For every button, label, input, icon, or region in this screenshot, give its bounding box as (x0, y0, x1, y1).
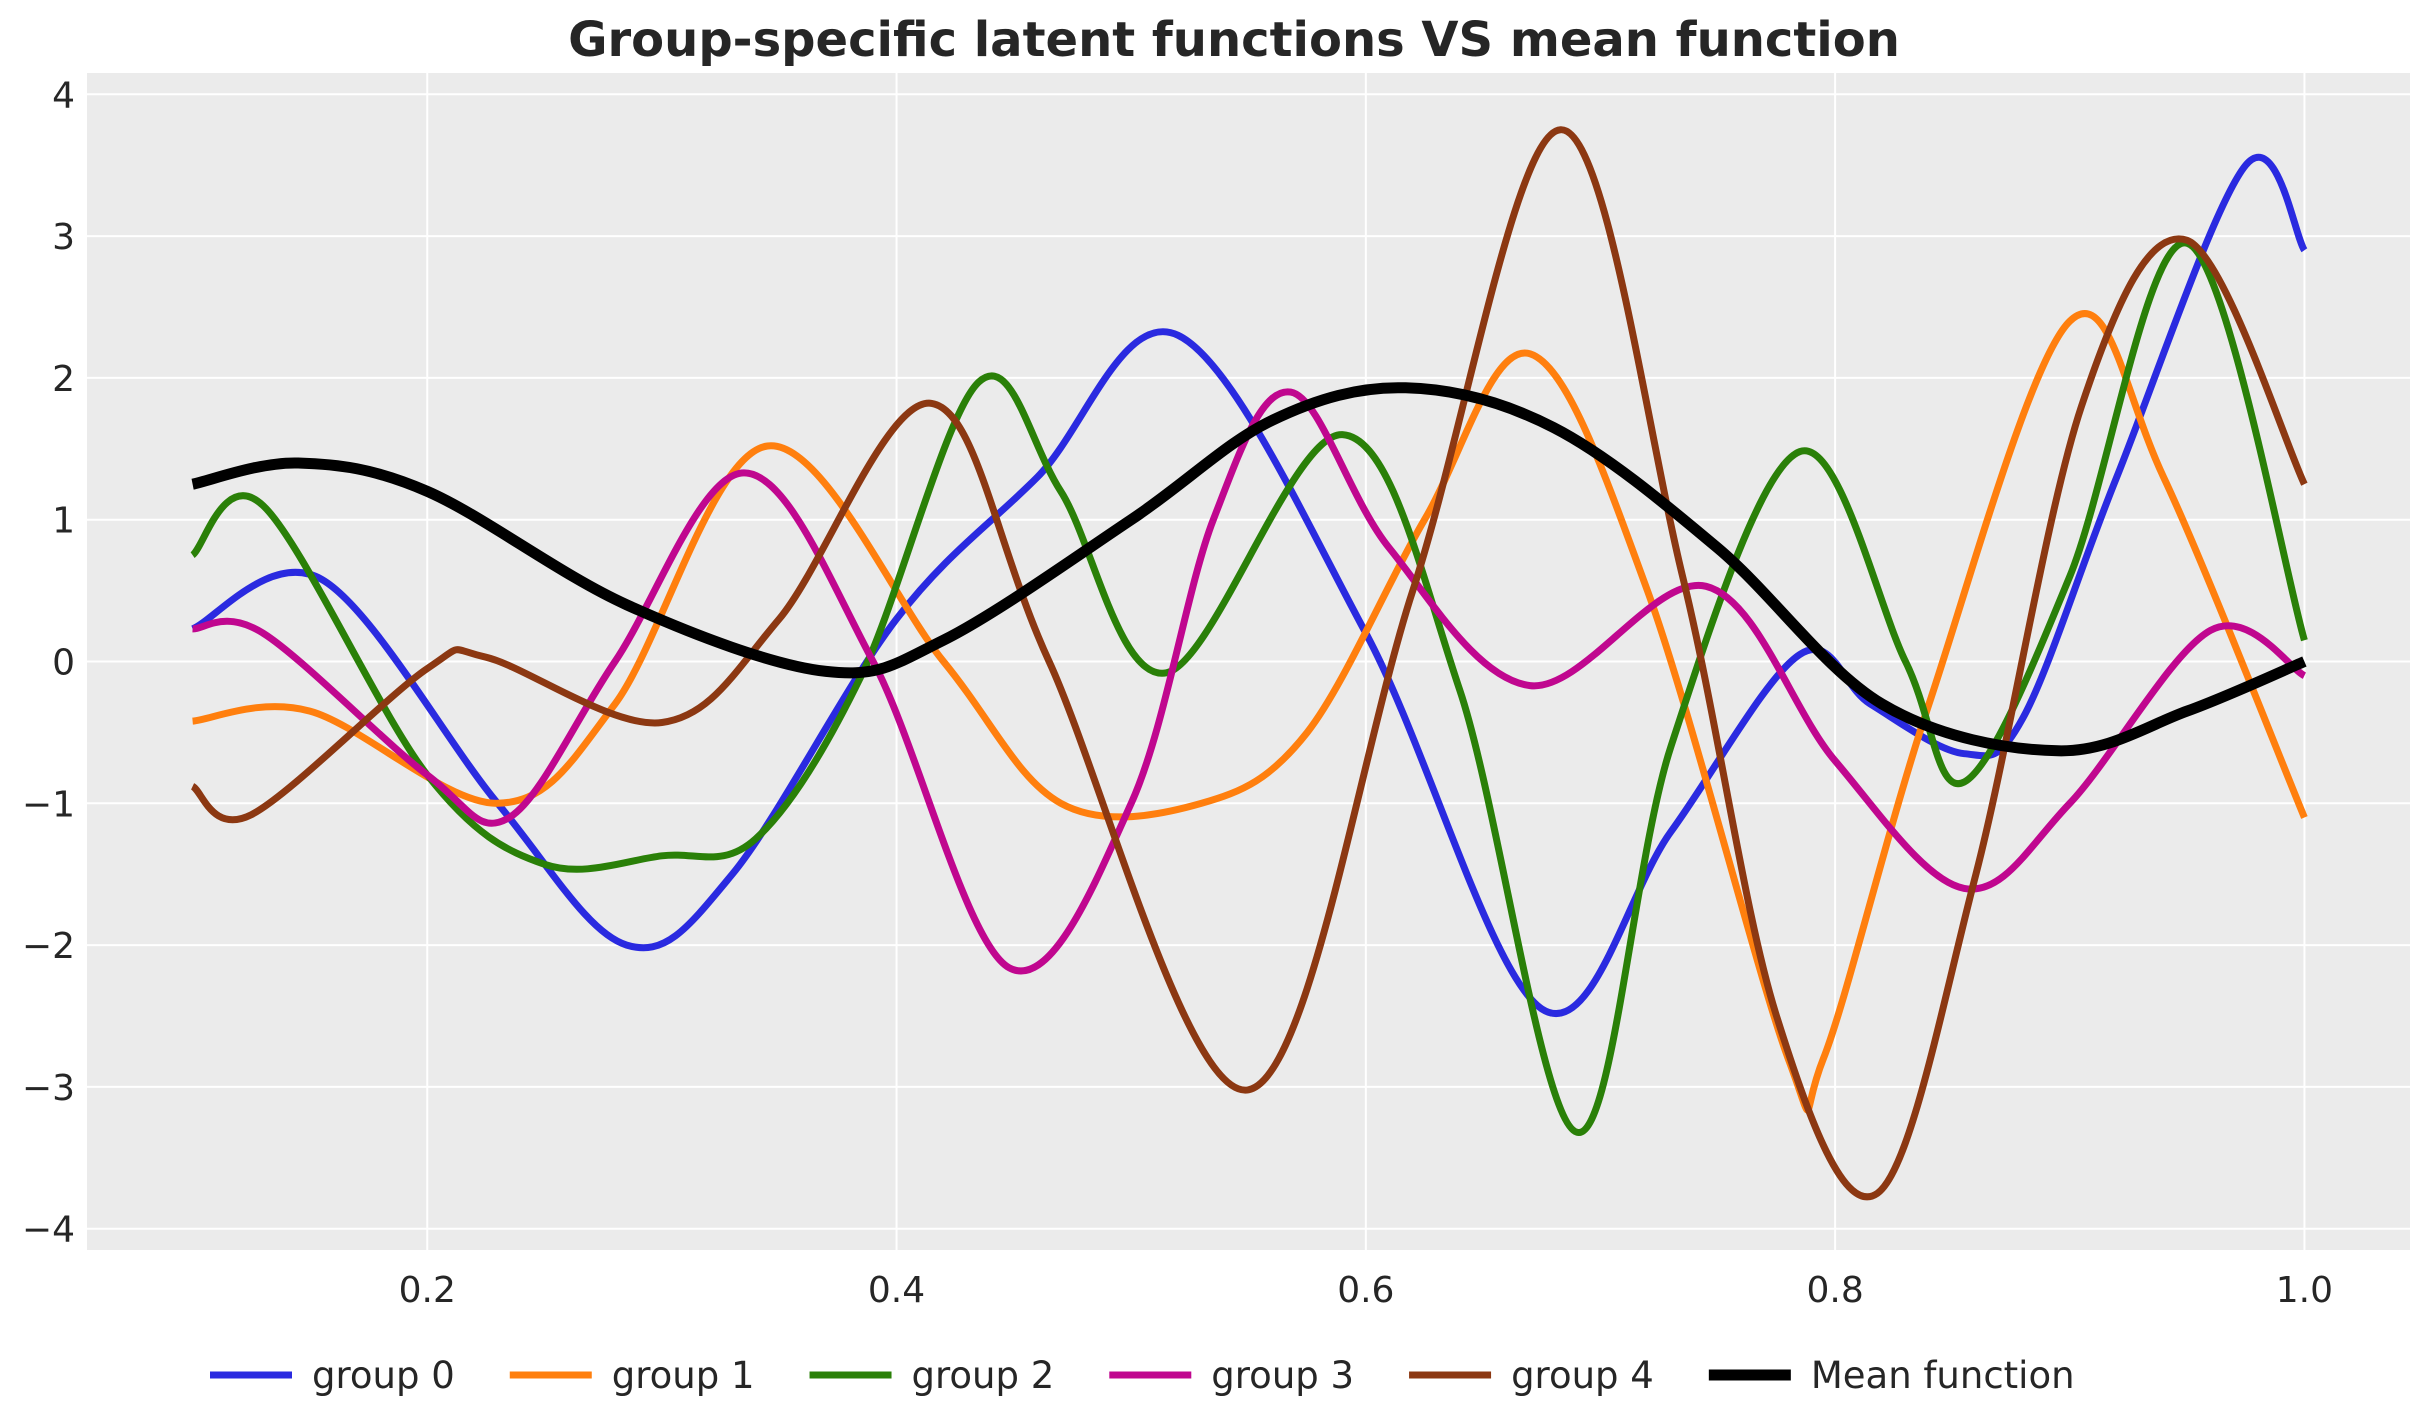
x-tick-label: 0.4 (868, 1270, 925, 1311)
legend-item-group-4: group 4 (1409, 1354, 1654, 1397)
x-axis-ticks: 0.2 0.4 0.6 0.8 1.0 (399, 1270, 2333, 1311)
legend-item-mean-function: Mean function (1708, 1354, 2075, 1397)
y-tick-label: 2 (52, 359, 75, 400)
y-tick-label: 0 (52, 643, 75, 684)
series-line-group-2 (190, 239, 2308, 1136)
legend-label: Mean function (1811, 1354, 2075, 1397)
legend-label: group 1 (612, 1354, 755, 1397)
legend-item-group-2: group 2 (809, 1354, 1055, 1397)
y-tick-label: −1 (22, 784, 75, 825)
series-line-group-3 (192, 388, 2307, 975)
y-axis-ticks: −4 −3 −2 −1 0 1 2 3 4 (22, 75, 75, 1250)
y-tick-label: 3 (52, 217, 75, 258)
series-line-mean-function (191, 382, 2307, 757)
x-tick-label: 0.2 (399, 1270, 456, 1311)
chart-title: Group-specific latent functions VS mean … (568, 12, 1900, 68)
series-line-group-1 (192, 310, 2308, 1114)
x-tick-label: 1.0 (2276, 1270, 2333, 1311)
legend-label: group 4 (1511, 1354, 1654, 1397)
x-tick-label: 0.8 (1806, 1270, 1863, 1311)
y-tick-label: 4 (52, 75, 75, 116)
legend-label: group 2 (912, 1354, 1055, 1397)
legend-label: group 0 (312, 1354, 455, 1397)
y-tick-label: −3 (22, 1068, 75, 1109)
x-tick-label: 0.6 (1337, 1270, 1394, 1311)
series-line-group-4 (190, 126, 2308, 1201)
y-tick-label: −4 (22, 1210, 75, 1251)
series-line-group-0 (191, 153, 2308, 1017)
legend-item-group-0: group 0 (210, 1354, 455, 1397)
y-tick-label: −2 (22, 926, 75, 967)
legend: group 0 group 1 group 2 group 3 group 4 Mean … (210, 1354, 2075, 1397)
legend-item-group-3: group 3 (1109, 1354, 1354, 1397)
y-tick-label: 1 (52, 501, 75, 542)
legend-item-group-1: group 1 (509, 1354, 755, 1397)
series-layer (190, 126, 2308, 1201)
legend-label: group 3 (1211, 1354, 1354, 1397)
